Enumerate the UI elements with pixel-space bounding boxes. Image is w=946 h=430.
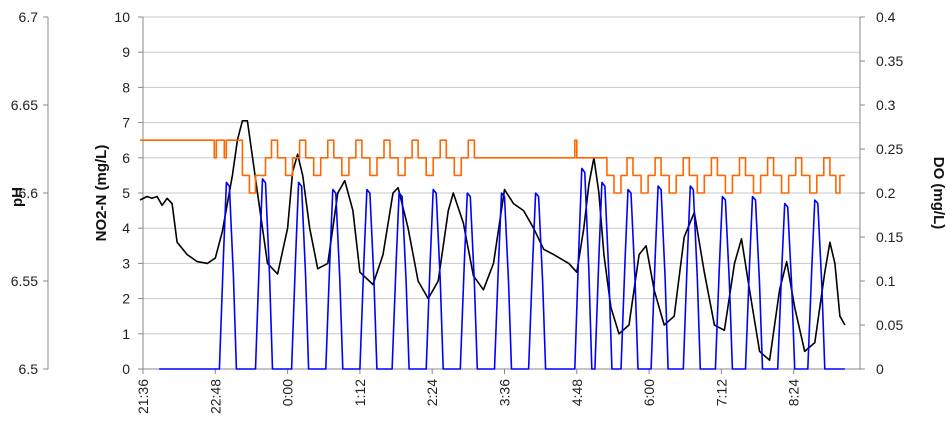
series-line-ph [139,120,846,361]
no2-tick-label: 6 [122,150,130,166]
time-tick-label: 21:36 [135,379,151,414]
ph-axis-ticks: 6.5 6.55 6.6 6.65 6.7 [11,9,48,377]
time-tick-label: 0:00 [280,379,296,406]
time-tick-label: 22:48 [207,379,223,414]
time-tick-label: 6:00 [641,379,657,406]
ph-tick-label: 6.6 [19,185,39,201]
do-tick-label: 0 [876,361,884,377]
ph-tick-label: 6.7 [19,9,39,25]
time-tick-label: 3:36 [497,379,513,406]
series-line-no2 [159,167,845,370]
time-tick-label: 4:48 [569,379,585,406]
ph-tick-label: 6.65 [11,97,38,113]
no2-tick-label: 9 [122,44,130,60]
time-axis-ticks: 21:36 22:48 0:00 1:12 2:24 3:36 4:48 6:00 7:12 8:… [135,369,802,414]
do-axis-title: DO (mg/L) [930,157,946,230]
do-tick-label: 0.2 [876,185,896,201]
do-tick-label: 0.4 [876,9,896,25]
do-tick-label: 0.25 [876,141,903,157]
no2-tick-label: 8 [122,79,130,95]
ph-tick-label: 6.55 [11,273,38,289]
no2-tick-label: 7 [122,115,130,131]
do-tick-label: 0.05 [876,317,903,333]
time-tick-label: 8:24 [786,379,802,406]
no2-axis-title: NO2-N (mg/L) [93,145,110,242]
no2-tick-label: 3 [122,255,130,271]
no2-tick-label: 0 [122,361,130,377]
do-tick-label: 0.3 [876,97,896,113]
ph-axis-title: pH [9,187,26,207]
time-tick-label: 7:12 [713,379,729,406]
time-tick-label: 1:12 [352,379,368,406]
ph-tick-label: 6.5 [19,361,39,377]
do-tick-label: 0.35 [876,53,903,69]
do-tick-label: 0.1 [876,273,896,289]
no2-tick-label: 4 [122,220,130,236]
time-tick-label: 2:24 [424,379,440,406]
series-group [139,120,846,370]
no2-axis-ticks: 0 1 2 3 4 5 6 7 8 9 10 [114,9,143,377]
no2-tick-label: 10 [114,9,130,25]
do-axis-ticks: 0 0.05 0.1 0.15 0.2 0.25 0.3 0.35 0.4 [860,9,903,377]
no2-tick-label: 2 [122,291,130,307]
no2-tick-label: 5 [122,185,130,201]
do-tick-label: 0.15 [876,229,903,245]
series-line-do [140,139,845,194]
no2-tick-label: 1 [122,326,130,342]
